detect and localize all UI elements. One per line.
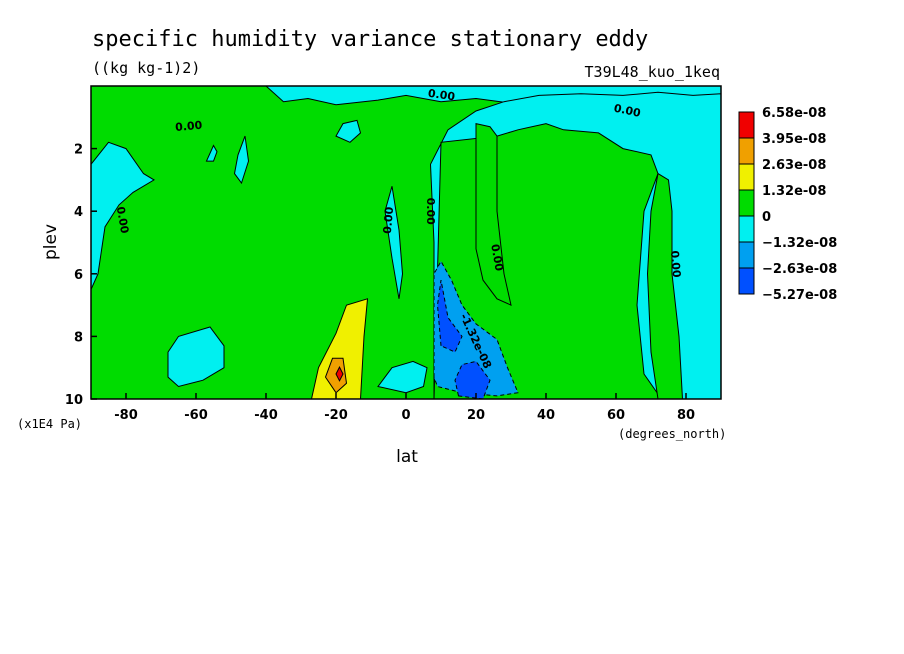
- y-axis-units: (x1E4 Pa): [17, 417, 82, 431]
- contour-label-0: 0.00: [427, 87, 456, 104]
- y-tick-label: 8: [74, 330, 83, 345]
- contour-region-16: [454, 360, 491, 399]
- legend-level-label: 2.63e-08: [762, 158, 826, 173]
- legend-level-label: −5.27e-08: [762, 288, 837, 303]
- x-tick-label: 0: [401, 408, 410, 423]
- x-tick-label: -80: [114, 408, 138, 423]
- contour-region-13: [335, 365, 344, 382]
- y-tick-label: 6: [74, 268, 83, 283]
- legend-swatch-5: [738, 241, 755, 269]
- legend-swatch-3: [738, 189, 755, 217]
- contour-label-1: 0.00: [175, 119, 204, 134]
- x-tick-label: 60: [607, 408, 625, 423]
- filled-contours: [91, 86, 721, 399]
- y-tick-label: 2: [74, 143, 83, 158]
- contour-region-8: [167, 326, 225, 388]
- contour-region-7: [335, 119, 362, 143]
- contour-region-4: [91, 141, 155, 290]
- legend-level-label: 6.58e-08: [762, 106, 826, 121]
- legend-level-label: −2.63e-08: [762, 262, 837, 277]
- chart-units: ((kg kg-1)2): [92, 59, 200, 77]
- contour-region-5: [233, 135, 250, 185]
- contour-region-1: [429, 91, 721, 399]
- legend-level-label: 3.95e-08: [762, 132, 826, 147]
- x-axis-label: lat: [396, 447, 418, 467]
- contour-label-2: 0.00: [613, 102, 643, 120]
- x-axis-ticks: -80 -60 -40 -20 0 20 40 60 80: [114, 393, 695, 423]
- x-tick-label: 80: [677, 408, 695, 423]
- legend-level-label: −1.32e-08: [762, 236, 837, 251]
- run-label: T39L48_kuo_1keq: [585, 63, 720, 81]
- contour-region-11: [310, 298, 369, 399]
- contour-region-10: [384, 186, 404, 299]
- legend-swatch-0: [738, 111, 755, 139]
- contour-region-15: [436, 280, 463, 353]
- contour-label-5: 0.00: [424, 198, 437, 225]
- contour-region-9: [377, 360, 428, 394]
- legend-level-label: 1.32e-08: [762, 184, 826, 199]
- x-tick-label: -60: [184, 408, 208, 423]
- x-tick-label: 40: [537, 408, 555, 423]
- color-legend: 6.58e-08 3.95e-08 2.63e-08 1.32e-08 0 −1.32e-…: [738, 106, 837, 303]
- legend-swatch-6: [738, 267, 755, 295]
- x-axis-units: (degrees_north): [618, 427, 726, 441]
- contour-region-12: [324, 357, 348, 394]
- y-tick-label: 10: [65, 393, 83, 408]
- y-tick-label: 4: [74, 205, 83, 220]
- x-tick-label: -40: [254, 408, 278, 423]
- contour-region-6: [205, 144, 218, 162]
- contour-region-3: [646, 172, 684, 399]
- legend-level-label: 0: [762, 210, 771, 225]
- y-axis-label: plev: [41, 224, 61, 260]
- contour-label-6: 0.00: [488, 243, 506, 272]
- contour-label-4: 0.00: [381, 206, 396, 235]
- x-tick-label: 20: [467, 408, 485, 423]
- contour-label-7: 0.00: [668, 250, 683, 279]
- legend-swatch-1: [738, 137, 755, 165]
- chart-title: specific humidity variance stationary ed…: [92, 27, 648, 52]
- legend-swatch-2: [738, 163, 755, 191]
- y-axis-ticks: 2 4 6 8 10: [65, 143, 97, 408]
- contour-label-3: 0.00: [114, 205, 132, 234]
- x-tick-label: -20: [324, 408, 348, 423]
- plot-area: 0.000.000.000.00 0.00 0.000.00 0.00-1.32e-0…: [91, 86, 721, 399]
- legend-swatch-4: [738, 215, 755, 243]
- contour-region-2: [475, 122, 512, 306]
